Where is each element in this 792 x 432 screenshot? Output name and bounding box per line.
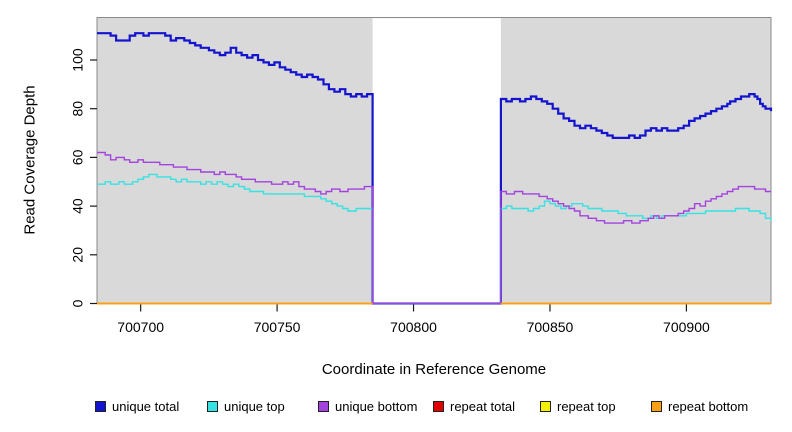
- legend-swatch-unique-total: [95, 400, 106, 412]
- y-tick-label: 60: [70, 149, 86, 165]
- legend-item-unique-bottom: unique bottom: [318, 398, 417, 414]
- zero-coverage-gap: [372, 18, 501, 304]
- legend-item-unique-total: unique total: [95, 398, 179, 414]
- legend-label: unique bottom: [335, 398, 418, 414]
- legend: unique total unique top unique bottom repea…: [0, 398, 792, 420]
- legend-label: repeat top: [557, 398, 616, 414]
- x-tick-label: 700700: [117, 319, 164, 335]
- legend-label: repeat bottom: [668, 398, 749, 414]
- series-line-unique-top: [97, 173, 772, 305]
- legend-swatch-repeat-top: [540, 400, 551, 412]
- y-tick-label: 0: [70, 299, 86, 307]
- legend-swatch-repeat-total: [433, 400, 444, 412]
- x-tick-label: 700750: [254, 319, 301, 335]
- y-axis-title: Read Coverage Depth: [21, 85, 39, 235]
- legend-item-repeat-top: repeat top: [540, 398, 616, 414]
- legend-swatch-unique-top: [207, 400, 218, 412]
- x-tick-label: 700900: [663, 319, 710, 335]
- y-tick-label: 100: [70, 48, 86, 72]
- legend-label: unique total: [112, 398, 180, 414]
- x-axis-title: Coordinate in Reference Genome: [321, 361, 547, 378]
- legend-label: unique top: [224, 398, 285, 414]
- x-tick-label: 700800: [390, 319, 437, 335]
- legend-label: repeat total: [450, 398, 516, 414]
- legend-item-repeat-bottom: repeat bottom: [651, 398, 748, 414]
- y-tick-label: 80: [70, 101, 86, 117]
- y-tick-label: 20: [70, 247, 86, 263]
- legend-swatch-unique-bottom: [318, 400, 329, 412]
- y-tick-label: 40: [70, 198, 86, 214]
- legend-item-repeat-total: repeat total: [433, 398, 515, 414]
- legend-swatch-repeat-bottom: [651, 400, 662, 412]
- legend-item-unique-top: unique top: [207, 398, 285, 414]
- series-line-unique-total: [97, 32, 773, 305]
- series-line-unique-bottom: [97, 151, 771, 305]
- x-tick-label: 700850: [527, 319, 574, 335]
